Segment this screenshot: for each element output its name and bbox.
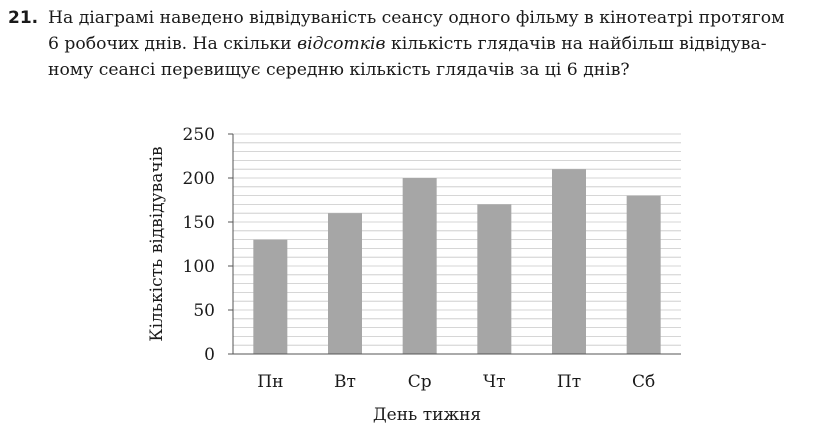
bar-4: [477, 204, 512, 354]
x-axis-title: День тижня: [373, 405, 481, 425]
y-tick-label: 250: [183, 125, 215, 145]
x-tick-label: Чт: [483, 372, 506, 392]
bar-6: [626, 195, 661, 354]
y-tick-label: 100: [183, 257, 215, 277]
x-tick-label: Пт: [557, 372, 581, 392]
x-tick-label: Сб: [632, 372, 655, 392]
y-tick-label: 50: [193, 301, 215, 321]
problem-line-1: На діаграмі наведено відвідуваність сеан…: [48, 8, 785, 28]
x-tick-label: Ср: [408, 372, 432, 392]
problem-line-2-end: кількість глядачів на найбільш відвідува…: [385, 34, 767, 54]
problem-emphasis: відсотків: [297, 34, 386, 54]
problem-number: 21.: [8, 8, 39, 28]
bar-1: [253, 239, 288, 354]
bar-2: [328, 213, 362, 354]
y-axis-title: Кількість відвідувачів: [147, 146, 167, 341]
x-tick-label: Пн: [257, 372, 283, 392]
bar-3: [402, 178, 437, 354]
chart-tick-labels: 0 50 100 150 200 250 Пн Вт Ср Чт Пт Сб: [183, 125, 656, 392]
y-tick-label: 150: [183, 213, 215, 233]
bar-5: [552, 169, 586, 354]
chart-gridlines: [233, 133, 681, 346]
chart-bars: [253, 169, 661, 354]
chart-axes: [228, 133, 681, 355]
problem-line-3: ному сеансі перевищує середню кількість …: [48, 60, 630, 80]
problem-line-2: 6 робочих днів. На скільки відсотків кіл…: [48, 32, 767, 56]
y-tick-label: 0: [204, 345, 215, 365]
problem-line-2-start: 6 робочих днів. На скільки: [48, 34, 298, 54]
x-tick-label: Вт: [334, 372, 356, 392]
y-tick-label: 200: [183, 169, 215, 189]
